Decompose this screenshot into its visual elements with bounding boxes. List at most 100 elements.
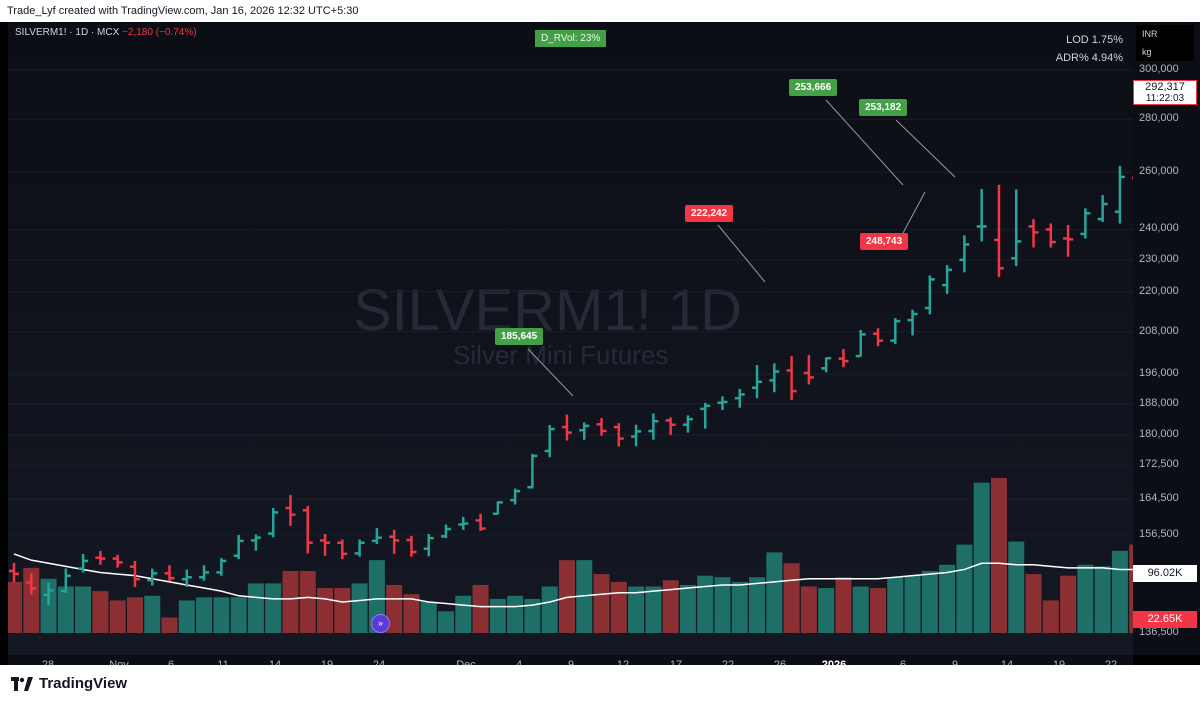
price-tick-label: 172,500 [1139, 458, 1179, 471]
symbol-title: SILVERM1! · 1D · MCX [15, 27, 120, 38]
volume-bar [524, 598, 541, 633]
volume-bar [1042, 600, 1059, 633]
volume-bar [766, 552, 783, 633]
price-tick-label: 196,000 [1139, 367, 1179, 380]
volume-box: 22.65K [1133, 611, 1197, 628]
volume-bar [1111, 550, 1128, 633]
volume-bar [403, 594, 420, 633]
volume-bar [507, 595, 524, 633]
annotation-leader-line [902, 191, 926, 234]
volume-bar [230, 597, 247, 633]
rvol-badge: D_RVol: 23% [535, 30, 607, 47]
last-price: 292,317 [1145, 81, 1185, 93]
volume-bar [334, 588, 351, 633]
annotation-253666[interactable]: 253,666 [789, 79, 838, 96]
bar-countdown: 11:22:03 [1145, 93, 1185, 104]
volume-ma-line [13, 553, 1133, 608]
price-change: −2,180 (−0.74%) [122, 27, 197, 38]
symbol-legend[interactable]: SILVERM1! · 1D · MCX −2,180 (−0.74%) [15, 27, 197, 38]
volume-bar [628, 586, 645, 633]
volume-bar [1077, 564, 1094, 633]
last-price-box: 292,317 11:22:03 [1133, 80, 1197, 105]
event-marker-icon[interactable]: » [371, 614, 390, 633]
volume-bar [299, 571, 316, 633]
adr-stat: ADR% 4.94% [1055, 52, 1123, 64]
annotation-185645[interactable]: 185,645 [495, 328, 544, 345]
stats-panel: LOD 1.75% ADR% 4.94% [1056, 31, 1123, 67]
volume-bar [1060, 575, 1077, 633]
volume-bar [576, 560, 593, 633]
volume-bar [213, 597, 230, 633]
chart-canvas[interactable] [8, 22, 1133, 655]
volume-bar [870, 588, 886, 633]
volume-bar [1025, 574, 1042, 633]
price-tick-label: 180,000 [1139, 427, 1179, 440]
credit-bar: Trade_Lyf created with TradingView.com, … [0, 0, 1200, 22]
volume-bar [714, 577, 731, 633]
volume-bar [956, 544, 973, 633]
volume-bar [247, 583, 264, 633]
annotation-leader-line [825, 99, 904, 186]
annotation-leader-line [717, 224, 766, 283]
volume-bar [455, 595, 472, 633]
watermark-name: Silver Mini Futures [453, 340, 669, 370]
volume-bar [679, 584, 696, 633]
volume-bar [783, 563, 800, 633]
price-tick-label: 260,000 [1139, 165, 1179, 178]
unit-label[interactable]: kg [1136, 43, 1194, 61]
price-tick-label: 240,000 [1139, 222, 1179, 235]
annotation-leader-line [527, 348, 574, 397]
volume-bar [351, 583, 368, 633]
volume-bar [1008, 541, 1025, 633]
volume-bar [645, 586, 662, 633]
price-tick-label: 220,000 [1139, 284, 1179, 297]
volume-bar [282, 571, 299, 633]
annotation-253182[interactable]: 253,182 [859, 99, 908, 116]
annotation-248743[interactable]: 248,743 [860, 233, 909, 250]
volume-bar [161, 617, 178, 633]
lod-stat: LOD 1.75% [1066, 34, 1123, 46]
volume-bar [887, 577, 904, 633]
volume-bar [92, 591, 109, 633]
volume-bar [697, 575, 714, 633]
price-tick-label: 280,000 [1139, 112, 1179, 125]
volume-bar [317, 588, 334, 633]
tradingview-wordmark: TradingView [39, 675, 128, 692]
volume-bar [438, 611, 454, 633]
volume-bar [8, 581, 22, 633]
volume-bar [990, 478, 1007, 633]
volume-bar [178, 600, 195, 633]
volume-bar [662, 580, 679, 633]
price-tick-label: 230,000 [1139, 252, 1179, 265]
volume-bar [610, 581, 627, 633]
footer-bar: TradingView [0, 665, 1200, 705]
price-tick-label: 208,000 [1139, 324, 1179, 337]
price-tick-label: 136,500 [1139, 625, 1179, 638]
volume-bar [921, 571, 938, 633]
volume-bar [973, 482, 990, 633]
volume-bar [541, 586, 558, 633]
volume-bar [40, 578, 57, 633]
volume-bar [386, 584, 403, 633]
volume-bar [265, 583, 282, 633]
volume-bar [904, 575, 921, 633]
volume-bar [1129, 544, 1133, 633]
chart-frame: SILVERM1! 1D Silver Mini Futures SILVERM… [0, 22, 1200, 677]
volume-bar [57, 586, 74, 633]
price-axis[interactable]: INR kg 300,000 280,000 260,000 240,000 230,0… [1133, 22, 1200, 655]
chart-plot-area[interactable]: SILVERM1! 1D Silver Mini Futures SILVERM… [8, 22, 1133, 655]
annotation-222242[interactable]: 222,242 [685, 205, 734, 222]
currency-label[interactable]: INR [1136, 25, 1194, 43]
tradingview-logo[interactable]: TradingView [11, 675, 127, 692]
volume-bar [126, 597, 143, 633]
volume-bar [558, 560, 575, 633]
volume-bar [818, 588, 835, 633]
volume-bar [939, 564, 956, 633]
volume-bar [472, 584, 489, 633]
volume-bar [75, 586, 92, 633]
volume-bar [1094, 566, 1111, 633]
price-tick-label: 156,500 [1139, 527, 1179, 540]
volume-bar [731, 581, 748, 633]
volume-bar [196, 597, 213, 633]
volume-bar [593, 574, 610, 633]
